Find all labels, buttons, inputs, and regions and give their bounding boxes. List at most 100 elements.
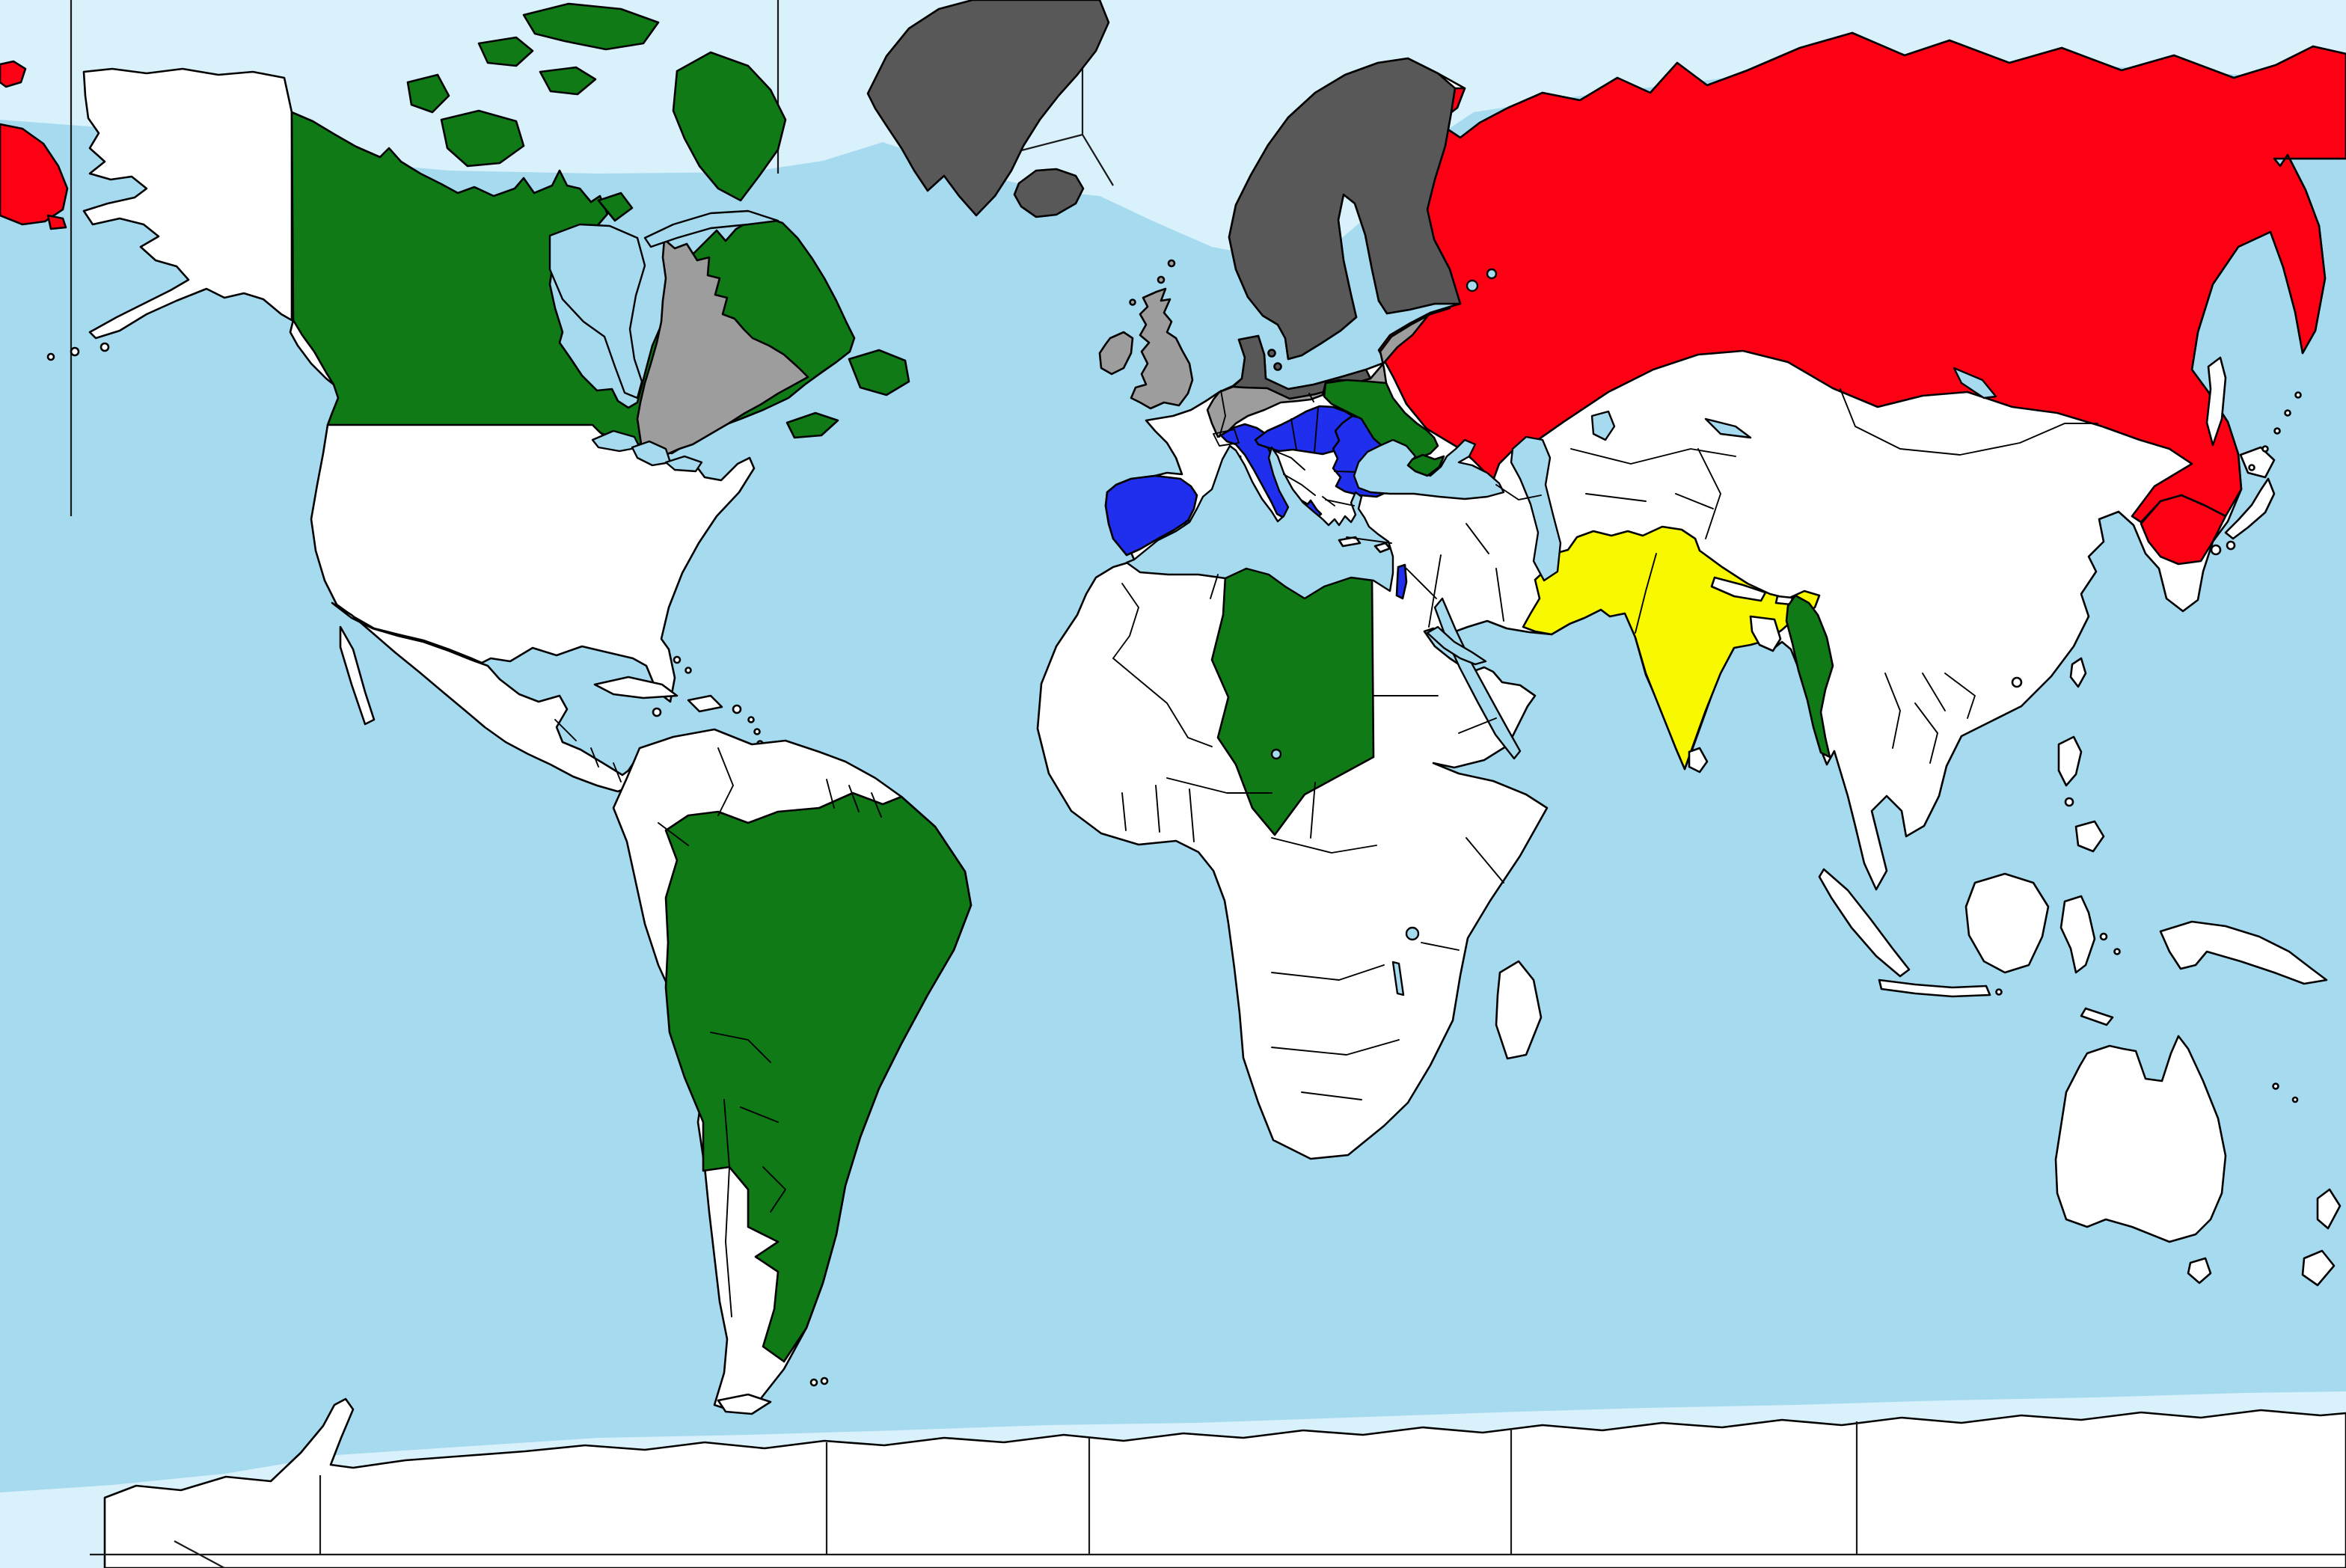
- lake-tanganyika: [1391, 961, 1405, 996]
- border-paraguay: [762, 1166, 786, 1213]
- island-new-zealand-north: [2316, 1188, 2342, 1230]
- border-bosnia-serbia: [1283, 474, 1316, 496]
- canada-arctic-islands: [406, 2, 910, 439]
- border-morocco-algeria: [1112, 583, 1139, 659]
- caspian-sea: [1510, 435, 1562, 582]
- country-bangladesh: [1749, 615, 1782, 652]
- border-sudan-chad: [1310, 782, 1316, 839]
- island-sumatra: [1818, 868, 1911, 978]
- lake-victoria: [1405, 926, 1420, 941]
- island-sulawesi: [2059, 895, 2096, 974]
- border-algeria-mali: [1112, 658, 1213, 747]
- island-shikoku: [2226, 540, 2236, 551]
- persian-gulf: [1426, 625, 1487, 666]
- border-sahel: [1166, 777, 1272, 794]
- island-sakhalin: [2205, 356, 2227, 447]
- island-hokkaido: [2239, 446, 2276, 479]
- border-caucasus: [1495, 484, 1542, 500]
- island-sri-lanka: [1688, 747, 1709, 774]
- aleutian-islands: [46, 342, 110, 361]
- lake-ladoga: [1466, 279, 1479, 293]
- border-peru-bolivia: [710, 1032, 771, 1063]
- border-drc-south: [1271, 964, 1385, 981]
- island-banks: [406, 73, 450, 114]
- border-switzerland: [1213, 429, 1240, 447]
- island-tierra-del-fuego: [717, 1393, 772, 1415]
- island-java: [1878, 979, 1991, 998]
- border-greece-north: [1325, 499, 1355, 506]
- country-australia: [2054, 1035, 2227, 1243]
- border-iraq-iran: [1428, 554, 1442, 628]
- island-falklands: [809, 1378, 818, 1387]
- border-india-pakistan: [1635, 553, 1657, 634]
- island-kuril: [2248, 464, 2255, 471]
- island-hispaniola: [687, 694, 723, 713]
- border-slovenia-croatia: [1272, 450, 1305, 471]
- island-antilles: [753, 728, 761, 735]
- border-argentina-bolivia: [740, 1106, 779, 1123]
- border-thailand-cambodia: [1914, 702, 1938, 764]
- border-vietnam-laos: [1944, 673, 1976, 719]
- island-orkney: [1157, 275, 1166, 284]
- island-devon: [539, 66, 597, 96]
- country-nepal: [1710, 576, 1767, 602]
- island-newfoundland: [848, 349, 910, 396]
- island-southampton: [597, 192, 634, 222]
- region-iberia: [1104, 474, 1198, 557]
- antarctic-claim-lines: [90, 1421, 2346, 1568]
- island-cyprus: [1373, 542, 1391, 554]
- hudson-bay: [548, 223, 646, 399]
- country-myanmar: [1785, 594, 1834, 759]
- chukotka-blob-south: [46, 214, 67, 230]
- island-new-caledonia: [2272, 1082, 2279, 1090]
- island-vanuatu: [2291, 1096, 2299, 1103]
- country-russia: [1377, 31, 2346, 524]
- island-mindanao: [2074, 820, 2105, 853]
- country-ireland: [1098, 331, 1134, 376]
- border-hungary-romania: [1314, 407, 1319, 453]
- border-netherlands-germany: [1219, 390, 1226, 438]
- island-cuba: [593, 676, 679, 699]
- aleutian-island: [99, 342, 110, 352]
- border-germany-poland: [1308, 393, 1314, 402]
- country-mexico-central-america: [331, 601, 646, 793]
- border-west-africa-2: [1155, 785, 1160, 833]
- border-colombia-venezuela: [717, 747, 734, 816]
- island-new-guinea: [2159, 920, 2328, 985]
- antarctica: [103, 1397, 2346, 1568]
- island-timor: [2080, 1007, 2114, 1026]
- island-bahamas: [673, 655, 682, 664]
- country-israel: [1395, 563, 1408, 600]
- country-ukraine: [1323, 379, 1439, 464]
- aleutian-island: [46, 352, 55, 361]
- island-new-zealand-south: [2301, 1249, 2336, 1287]
- island-madagascar: [1495, 960, 1543, 1060]
- island-taiwan: [2069, 657, 2087, 688]
- border-kenya-tanzania: [1421, 942, 1460, 951]
- country-russia-chukotka: [0, 60, 69, 230]
- island-shetland: [1167, 259, 1176, 268]
- border-guyanas-2: [848, 785, 860, 812]
- hudson-strait: [643, 209, 780, 248]
- island-ellesmere: [522, 2, 660, 51]
- island-hainan: [2011, 676, 2023, 688]
- aleutian-island: [70, 346, 80, 357]
- mediterranean-sea: [1125, 444, 1394, 600]
- gray-block-internal-borders: [1219, 390, 1314, 438]
- border-kazakh-south: [1570, 448, 1736, 465]
- aral-sea: [1590, 410, 1616, 441]
- island-luzon: [2057, 735, 2083, 787]
- border-central-america-1: [590, 747, 599, 768]
- island-kuril: [2273, 427, 2281, 435]
- lake-balkhash: [1704, 417, 1752, 439]
- border-guyanas-3: [871, 792, 882, 818]
- asian-islands: [1688, 356, 2328, 1026]
- island-jamaica: [652, 707, 662, 717]
- chukotka-blob-north: [0, 60, 27, 88]
- island-kuril: [2284, 409, 2291, 417]
- lake-baikal: [1953, 367, 1997, 399]
- lake-chad: [1270, 748, 1282, 760]
- border-ethiopia-somalia: [1466, 837, 1504, 883]
- island-borneo: [1964, 872, 2050, 974]
